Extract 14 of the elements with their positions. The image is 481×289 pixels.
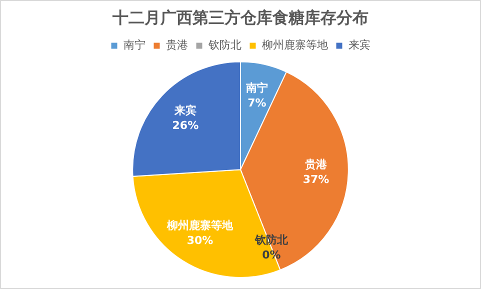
data-label: 26% [172,118,199,132]
legend-label: 贵港 [166,38,188,52]
data-label: 30% [186,234,214,248]
chart-title: 十二月广西第三方仓库食糖库存分布 [112,8,368,27]
data-label: 37% [302,172,330,186]
legend-label: 南宁 [123,38,146,52]
data-label: 7% [248,96,266,110]
legend-label: 来宾 [348,38,370,52]
slice-label: 来宾 [173,104,196,117]
slice-label: 南宁 [244,82,268,95]
legend-label: 柳州鹿寨等地 [262,38,328,52]
legend-label: 钦防北 [207,38,242,52]
slice-label: 柳州鹿寨等地 [166,219,234,232]
slice-label: 贵港 [304,158,328,171]
